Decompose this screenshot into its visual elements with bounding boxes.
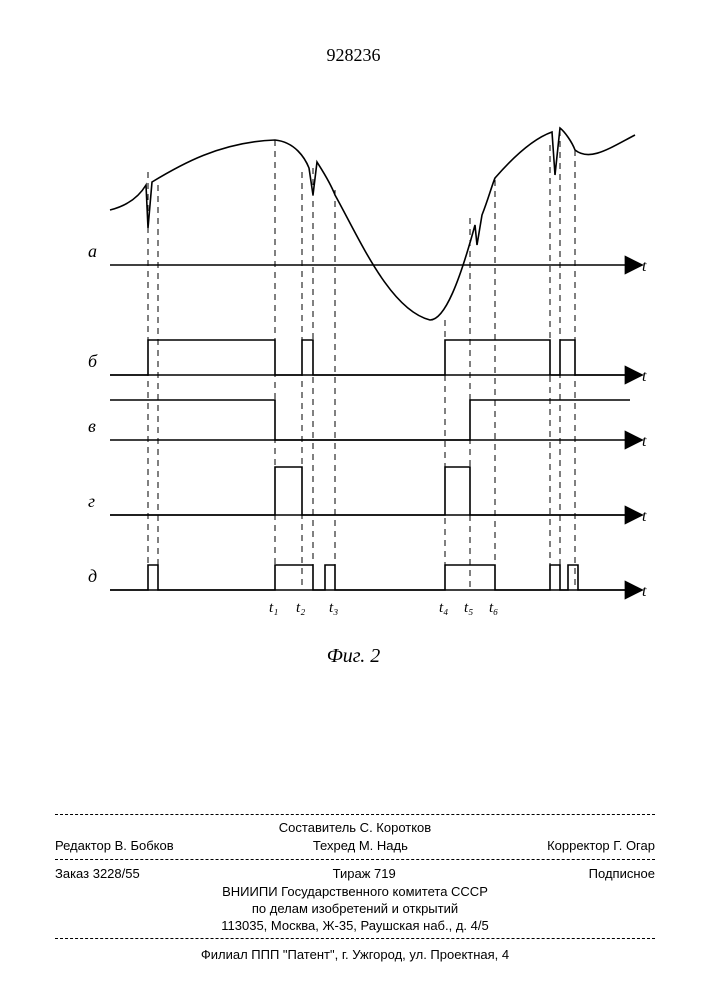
svg-text:д: д [88,566,97,586]
footer-compiler: Составитель С. Коротков [55,819,655,836]
svg-text:t: t [642,433,647,450]
footer-corrector: Корректор Г. Огар [547,838,655,853]
svg-text:t: t [642,583,647,600]
svg-text:б: б [88,351,98,371]
footer-editor: Редактор В. Бобков [55,838,174,853]
footer-tirage: Тираж 719 [333,866,396,881]
svg-text:t: t [642,368,647,385]
footer-org1: ВНИИПИ Государственного комитета СССР [55,883,655,900]
svg-text:t: t [642,508,647,525]
svg-text:t: t [642,258,647,275]
timing-diagram: а t б t в t г t д t t₁ t₂ t₃ t₄ t₅ t₆ [60,120,650,640]
svg-text:t₂: t₂ [296,600,305,616]
figure-caption: Фиг. 2 [0,645,707,668]
svg-text:t₄: t₄ [439,600,448,616]
footer-techred: Техред М. Надь [313,838,408,853]
page-number: 928236 [0,45,707,66]
footer-branch: Филиал ППП "Патент", г. Ужгород, ул. Про… [55,947,655,962]
footer-sign: Подписное [589,866,655,881]
footer-order: Заказ 3228/55 [55,866,140,881]
footer-block: Составитель С. Коротков Редактор В. Бобк… [55,810,655,962]
svg-text:г: г [88,491,95,511]
svg-text:t₃: t₃ [329,600,338,616]
footer-address: 113035, Москва, Ж-35, Раушская наб., д. … [55,917,655,934]
svg-text:t₅: t₅ [464,600,473,616]
svg-text:t₁: t₁ [269,600,278,616]
svg-text:в: в [88,416,96,436]
svg-text:а: а [88,241,97,261]
svg-text:t₆: t₆ [489,600,498,616]
footer-org2: по делам изобретений и открытий [55,900,655,917]
